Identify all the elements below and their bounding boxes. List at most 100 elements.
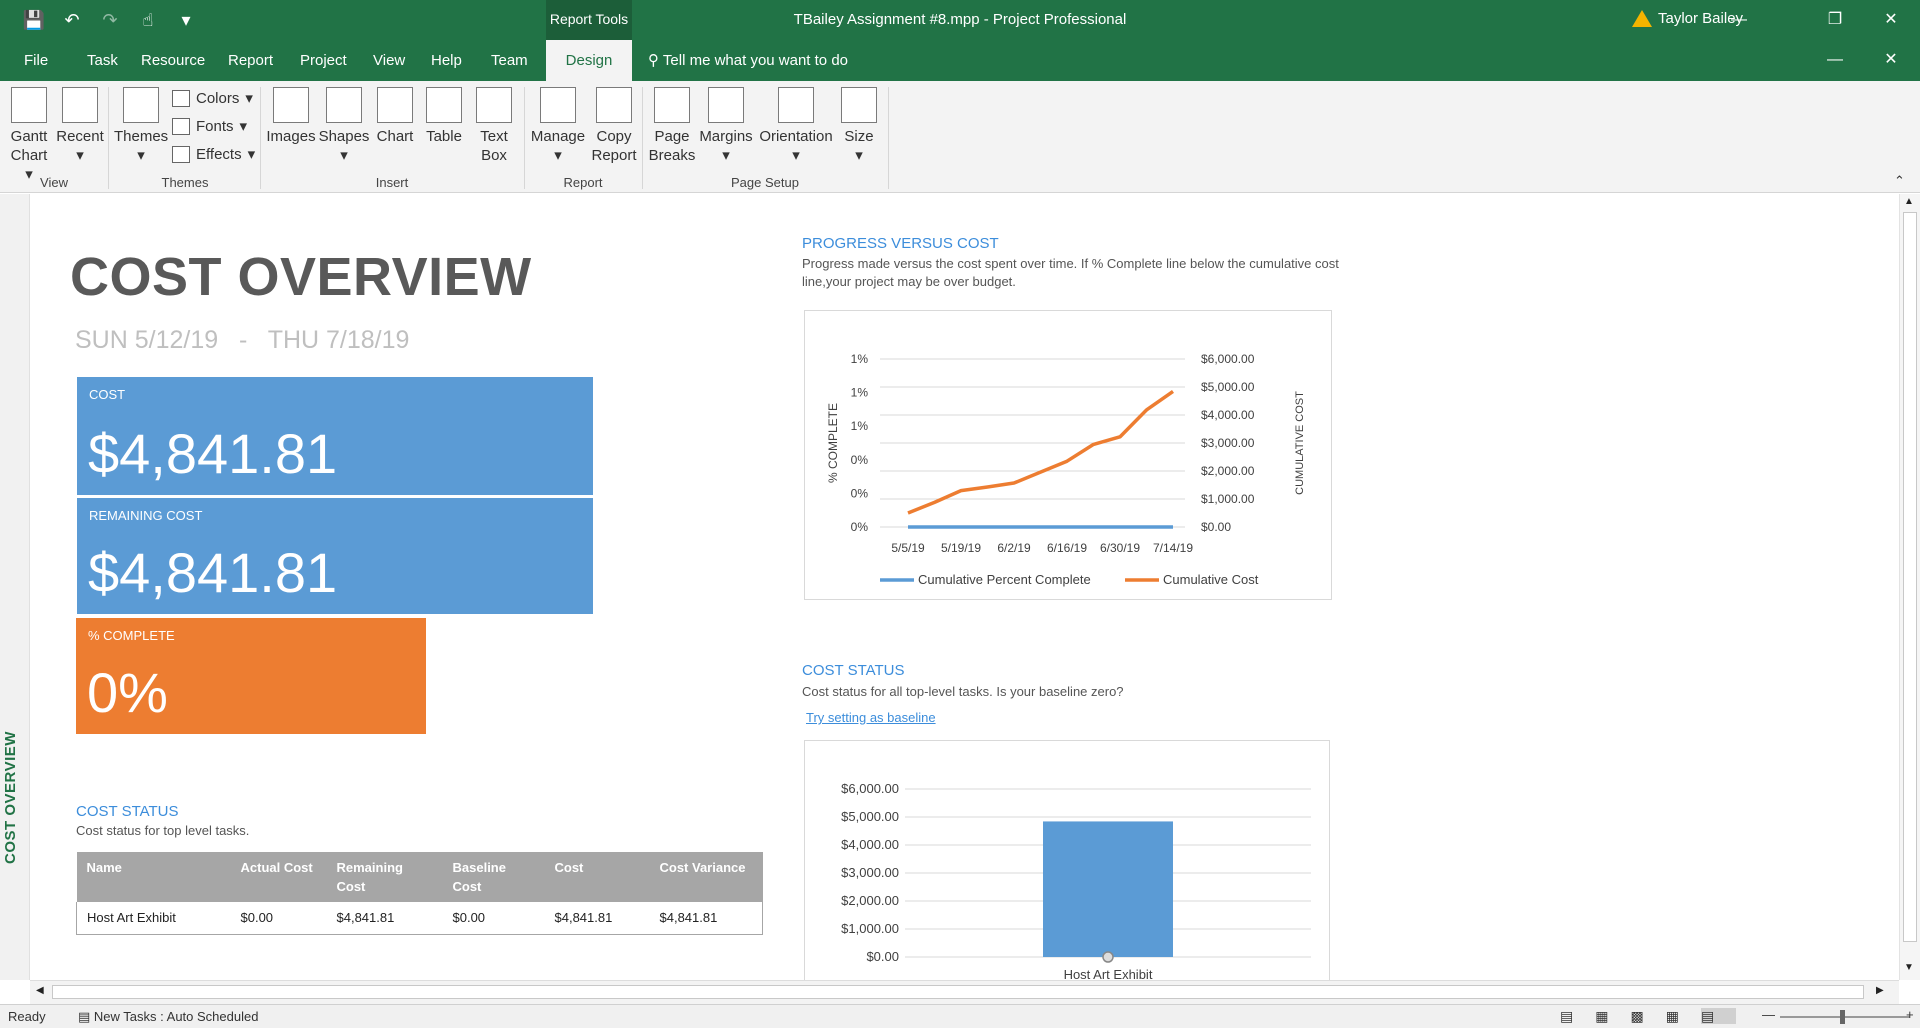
- report-title[interactable]: COST OVERVIEW: [70, 247, 532, 307]
- zoom-slider[interactable]: [1780, 1010, 1910, 1024]
- margins-label: Margins: [699, 128, 753, 145]
- tab-design[interactable]: Design: [546, 40, 632, 81]
- left-axis-title: % COMPLETE: [826, 403, 840, 483]
- view-bar: COST OVERVIEW: [0, 194, 30, 980]
- right-axis-tick-label: $5,000.00: [1201, 380, 1255, 394]
- cost-status-table-desc: Cost status for top level tasks.: [76, 823, 250, 838]
- hscrollbar-thumb[interactable]: [52, 985, 1864, 999]
- table-row[interactable]: Host Art Exhibit $0.00 $4,841.81 $0.00 $…: [76, 902, 763, 935]
- right-axis-tick-label: $2,000.00: [1201, 464, 1255, 478]
- tab-view[interactable]: View: [373, 52, 406, 69]
- percent-complete-kpi-tile[interactable]: % COMPLETE 0%: [76, 618, 426, 734]
- scroll-down-icon[interactable]: ▼: [1904, 962, 1914, 973]
- scrollbar-thumb[interactable]: [1903, 212, 1917, 942]
- scroll-left-icon[interactable]: ◀: [36, 985, 44, 996]
- tell-me-search[interactable]: ⚲ Tell me what you want to do: [648, 40, 848, 81]
- margins-button[interactable]: Margins ▾: [698, 87, 754, 165]
- page-breaks-icon: [654, 87, 690, 123]
- margins-icon: [708, 87, 744, 123]
- kpi-label: % COMPLETE: [88, 628, 175, 643]
- kpi-value: $4,841.81: [88, 422, 338, 485]
- new-tasks-mode[interactable]: ▤ New Tasks : Auto Scheduled: [78, 1009, 258, 1025]
- restore-button[interactable]: ❐: [1827, 11, 1843, 28]
- collapse-ribbon-icon[interactable]: ⌃: [1894, 173, 1905, 188]
- task-mode-icon: ▤: [78, 1009, 91, 1024]
- cost-status-table[interactable]: Name Actual Cost Remaining Cost Baseline…: [76, 852, 763, 935]
- fonts-button[interactable]: Fonts ▾: [172, 117, 247, 135]
- recent-button[interactable]: Recent ▾: [56, 87, 104, 165]
- new-tasks-label: New Tasks : Auto Scheduled: [93, 1009, 259, 1024]
- minimize-button[interactable]: —: [1731, 11, 1747, 28]
- kpi-label: REMAINING COST: [89, 508, 203, 523]
- orientation-button[interactable]: Orientation ▾: [756, 87, 836, 165]
- tab-report[interactable]: Report: [228, 52, 274, 69]
- touch-mode-icon[interactable]: ☝: [142, 10, 154, 30]
- themes-button[interactable]: Themes ▾: [114, 87, 168, 165]
- colors-button[interactable]: Colors ▾: [172, 89, 253, 107]
- col-header: Remaining Cost: [326, 852, 443, 902]
- progress-versus-cost-chart[interactable]: $0.00 $1,000.00 $2,000.00 $3,000.00 $4,000.0…: [804, 310, 1332, 600]
- user-account[interactable]: Taylor Bailey: [1632, 10, 1743, 27]
- scroll-right-icon[interactable]: ▶: [1876, 985, 1884, 996]
- baseline-cost-marker: [1102, 951, 1114, 963]
- view-shortcuts[interactable]: ▤▦▩▦▤: [1560, 1008, 1737, 1025]
- fonts-icon: [172, 117, 190, 135]
- tab-file[interactable]: File: [24, 52, 49, 69]
- effects-icon: [172, 145, 190, 163]
- page-breaks-button[interactable]: Page Breaks: [648, 87, 696, 165]
- size-button[interactable]: Size ▾: [840, 87, 878, 165]
- gantt-chart-button[interactable]: Gantt Chart ▾: [8, 87, 50, 184]
- right-axis-title: CUMULATIVE COST: [1294, 391, 1306, 495]
- gantt-view-icon: ▤: [1560, 1008, 1596, 1024]
- tab-project[interactable]: Project: [300, 52, 347, 69]
- images-button[interactable]: Images: [266, 87, 316, 146]
- close-button[interactable]: ✕: [1884, 11, 1898, 28]
- zoom-slider-thumb[interactable]: [1840, 1010, 1845, 1024]
- tab-help[interactable]: Help: [431, 52, 462, 69]
- cost-bar: [1043, 821, 1173, 957]
- col-header: Actual Cost: [230, 852, 327, 902]
- zoom-in-icon[interactable]: +: [1906, 1007, 1914, 1022]
- horizontal-scrollbar[interactable]: ◀ ▶: [30, 980, 1899, 1004]
- manage-button[interactable]: Manage ▾: [530, 87, 586, 165]
- status-ready: Ready: [8, 1009, 46, 1024]
- vertical-scrollbar[interactable]: ▲ ▼: [1899, 194, 1920, 980]
- chart-label: Chart: [376, 128, 414, 145]
- zoom-out-icon[interactable]: —: [1762, 1007, 1775, 1022]
- table-icon: [426, 87, 462, 123]
- cell: $4,841.81: [649, 902, 763, 935]
- tab-resource[interactable]: Resource: [141, 52, 206, 69]
- report-dates[interactable]: SUN 5/12/19 - THU 7/18/19: [75, 326, 409, 355]
- remaining-cost-kpi-tile[interactable]: REMAINING COST $4,841.81: [77, 498, 593, 614]
- kpi-value: 0%: [87, 661, 168, 724]
- redo-icon[interactable]: ↷: [102, 10, 118, 30]
- ribbon-close-button[interactable]: ✕: [1884, 51, 1898, 68]
- separator: [642, 87, 643, 189]
- effects-button[interactable]: Effects ▾: [172, 145, 255, 163]
- cost-kpi-tile[interactable]: COST $4,841.81: [77, 377, 593, 495]
- table-header-row: Name Actual Cost Remaining Cost Baseline…: [76, 852, 763, 902]
- customize-qat-icon[interactable]: ▾: [181, 10, 191, 30]
- text-box-button[interactable]: Text Box: [474, 87, 514, 165]
- set-baseline-link[interactable]: Try setting as baseline: [806, 710, 936, 725]
- chart-button[interactable]: Chart: [374, 87, 416, 146]
- cost-status-chart[interactable]: $0.00 $1,000.00 $2,000.00 $3,000.00 $4,000.0…: [804, 740, 1330, 980]
- manage-label: Manage: [530, 128, 586, 145]
- resource-sheet-icon: ▦: [1665, 1008, 1701, 1024]
- group-view-label: View: [40, 175, 68, 190]
- col-header: Cost Variance: [649, 852, 763, 902]
- y-axis-tick-label: $5,000.00: [841, 809, 899, 824]
- save-icon[interactable]: 💾: [22, 10, 46, 30]
- tab-task[interactable]: Task: [87, 52, 118, 69]
- undo-icon[interactable]: ↶: [64, 10, 80, 30]
- user-name: Taylor Bailey: [1658, 10, 1744, 27]
- scroll-up-icon[interactable]: ▲: [1904, 196, 1914, 207]
- shapes-button[interactable]: Shapes ▾: [318, 87, 370, 165]
- table-button[interactable]: Table: [422, 87, 466, 146]
- copy-report-button[interactable]: Copy Report: [590, 87, 638, 165]
- ribbon-minimize-button[interactable]: —: [1827, 51, 1843, 68]
- bar-chart-svg: $0.00 $1,000.00 $2,000.00 $3,000.00 $4,000.0…: [841, 781, 1311, 980]
- y-axis-tick-label: $1,000.00: [841, 921, 899, 936]
- tab-team[interactable]: Team: [491, 52, 528, 69]
- col-header: Name: [76, 852, 231, 902]
